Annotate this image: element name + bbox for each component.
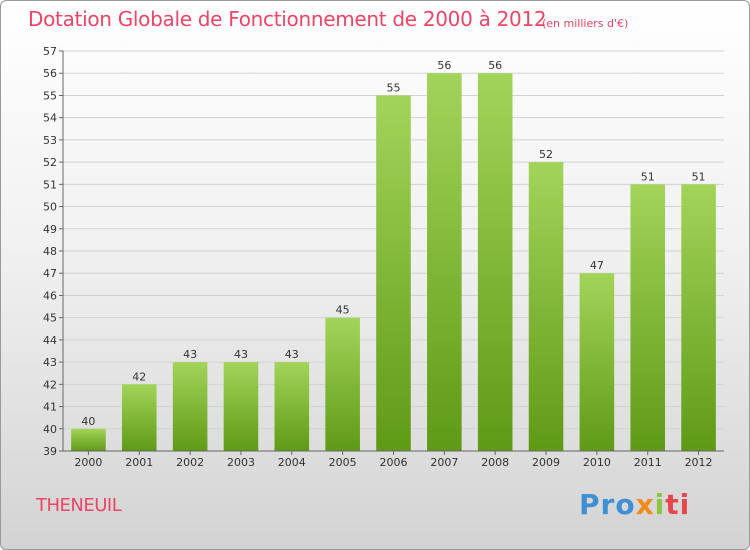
y-tick-label: 54 (43, 112, 57, 125)
data-label: 51 (692, 170, 706, 183)
y-tick-label: 53 (43, 134, 57, 147)
data-label: 51 (641, 170, 655, 183)
y-tick-label: 42 (43, 378, 57, 391)
y-tick-label: 46 (43, 289, 57, 302)
data-label: 43 (183, 348, 197, 361)
bar (376, 95, 411, 451)
bar (223, 362, 259, 451)
y-tick-label: 45 (43, 312, 57, 325)
logo-part: i (654, 488, 666, 521)
x-tick-label: 2005 (329, 456, 357, 469)
y-tick-label: 44 (43, 334, 57, 347)
y-tick-label: 50 (43, 201, 57, 214)
y-tick-label: 41 (43, 401, 57, 414)
x-tick-label: 2009 (532, 456, 560, 469)
bar (274, 362, 310, 451)
x-tick-label: 2004 (278, 456, 306, 469)
x-tick-label: 2007 (430, 456, 458, 469)
chart-title: Dotation Globale de Fonctionnement de 20… (28, 7, 547, 31)
y-tick-label: 52 (43, 156, 57, 169)
data-label: 40 (81, 415, 95, 428)
data-label: 43 (285, 348, 299, 361)
bar (325, 317, 360, 451)
x-tick-label: 2010 (583, 456, 611, 469)
data-label: 45 (336, 304, 350, 317)
x-tick-label: 2003 (227, 456, 255, 469)
data-label: 56 (488, 59, 502, 72)
y-tick-label: 43 (43, 356, 57, 369)
data-label: 56 (437, 59, 451, 72)
logo-part: ti (665, 488, 691, 521)
y-tick-label: 51 (43, 178, 57, 191)
x-tick-label: 2012 (685, 456, 713, 469)
bar (121, 384, 157, 451)
bar (528, 162, 564, 451)
data-label: 55 (387, 81, 401, 94)
y-tick-label: 55 (43, 89, 57, 102)
bar (579, 273, 615, 451)
proxiti-logo[interactable]: Proxiti (579, 488, 690, 521)
y-tick-label: 39 (43, 445, 57, 458)
x-tick-label: 2006 (380, 456, 408, 469)
bar (427, 73, 462, 451)
axes: 39 40 41 42 43 44 45 46 47 48 49 50 51 52 53 54 55 56 57 20… (43, 45, 724, 469)
data-label: 43 (234, 348, 248, 361)
bar (477, 73, 513, 451)
logo-part: Pro (579, 488, 636, 521)
x-tick-label: 2011 (634, 456, 662, 469)
y-tick-label: 56 (43, 67, 57, 80)
data-label: 52 (539, 148, 553, 161)
bar (172, 362, 208, 451)
y-tick-label: 48 (43, 245, 57, 258)
bar (681, 184, 716, 452)
data-label: 47 (590, 259, 604, 272)
x-tick-label: 2008 (481, 456, 509, 469)
y-tick-label: 57 (43, 45, 57, 58)
logo-part: x (635, 488, 655, 521)
commune-name: THENEUIL (36, 495, 122, 516)
y-tick-label: 49 (43, 223, 57, 236)
bar (630, 184, 666, 452)
x-tick-label: 2001 (125, 456, 153, 469)
y-tick-label: 40 (43, 423, 57, 436)
data-label: 42 (132, 370, 146, 383)
x-tick-label: 2000 (74, 456, 102, 469)
x-tick-label: 2002 (176, 456, 204, 469)
chart-subtitle: (en milliers d'€) (542, 17, 629, 30)
y-tick-label: 47 (43, 267, 57, 280)
bar (71, 428, 106, 451)
bars: 40 42 43 43 43 45 55 56 56 52 47 51 51 (71, 59, 716, 452)
